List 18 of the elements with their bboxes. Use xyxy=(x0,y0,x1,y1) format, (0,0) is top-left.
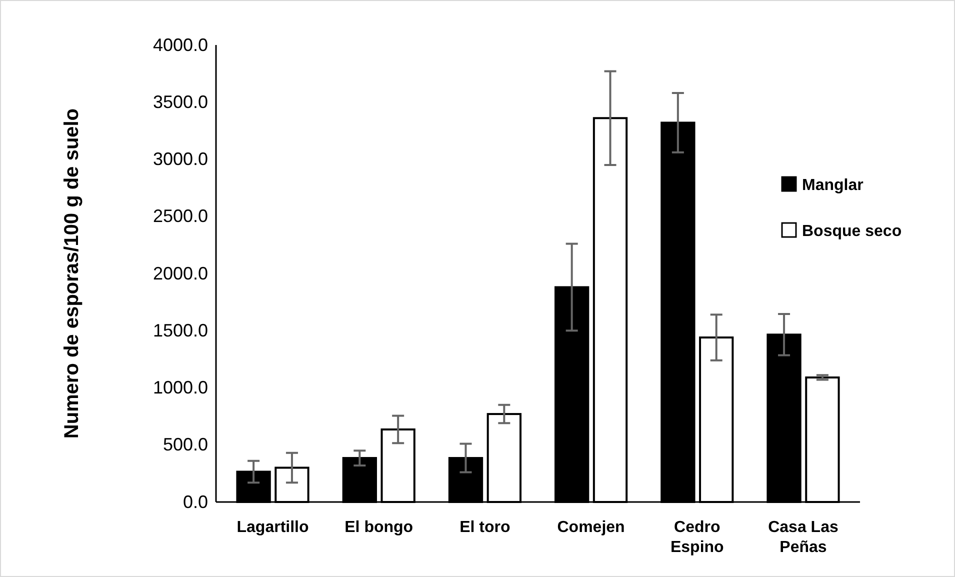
y-tick-label: 1000.0 xyxy=(152,378,208,398)
y-tick-label: 2500.0 xyxy=(152,206,208,226)
y-tick-label: 1500.0 xyxy=(152,320,208,340)
x-tick-label: Comejen xyxy=(557,519,625,536)
y-tick-label: 500.0 xyxy=(162,434,208,455)
y-axis-title: Numero de esporas/100 g de suelo xyxy=(61,108,83,439)
y-tick-label: 0.0 xyxy=(182,492,208,512)
legend-label: Manglar xyxy=(802,177,864,194)
x-tick-label: Lagartillo xyxy=(236,519,309,536)
legend-label: Bosque seco xyxy=(802,223,902,240)
x-tick-label: El toro xyxy=(460,519,511,536)
x-tick-label: Casa Las Peñas xyxy=(768,519,838,556)
y-tick-label: 2000.0 xyxy=(152,263,208,284)
x-tick-label: Cedro Espino xyxy=(670,519,724,556)
y-tick-label: 3000.0 xyxy=(152,149,208,170)
x-tick-label: El bongo xyxy=(344,519,414,536)
y-tick-label: 3500.0 xyxy=(152,92,208,112)
y-tick-label: 4000.0 xyxy=(152,34,208,55)
